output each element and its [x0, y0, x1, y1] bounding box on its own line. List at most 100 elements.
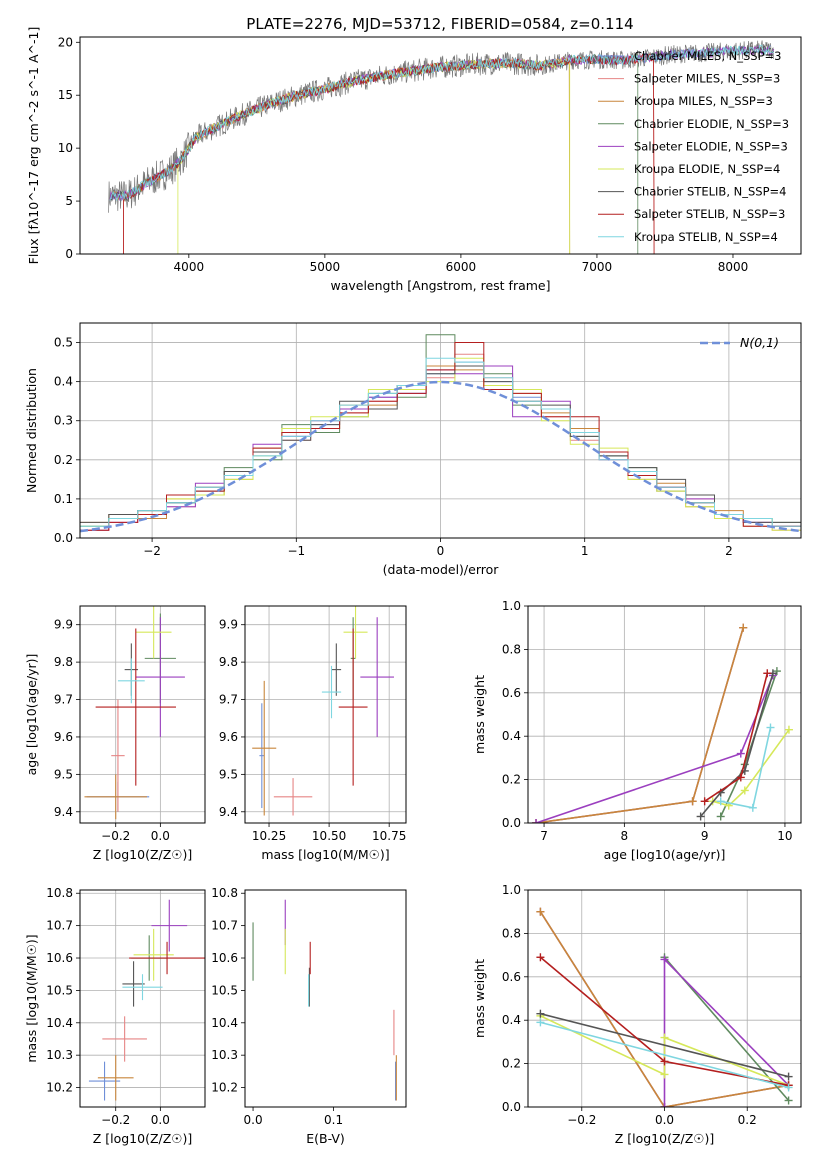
x-axis-label: Z [log10(Z/Z☉)]	[93, 1131, 193, 1146]
y-axis-label: mass weight	[472, 675, 487, 754]
axes-frame	[79, 36, 802, 255]
weight-marker	[536, 1018, 545, 1027]
y-tick-label: 9.4	[54, 805, 73, 819]
x-axis-label: E(B-V)	[306, 1131, 345, 1146]
data-point-errorbar	[84, 774, 147, 820]
x-tick-label: 7	[540, 829, 548, 843]
plot-area-weight-vs-z	[536, 907, 793, 1107]
data-point-errorbar	[129, 941, 205, 975]
weight-marker	[784, 1083, 793, 1092]
x-tick-label: 10	[777, 829, 792, 843]
x-tick-label: 0.2	[738, 1113, 757, 1127]
x-tick-label: 0	[437, 544, 445, 558]
spectrum-legend: Chabrier MILES, N_SSP=3 Salpeter MILES, N…	[598, 49, 789, 244]
x-axis-label: Z [log10(Z/Z☉)]	[615, 1131, 715, 1146]
data-point-errorbar	[88, 1061, 121, 1101]
panel-spectrum: 4000 5000 6000 7000 8000 0 5 10 15 20 wavelength […	[26, 27, 802, 293]
y-tick-label: 0.2	[502, 1057, 521, 1071]
data-point-errorbar	[117, 658, 145, 704]
y-tick-label: 0.8	[502, 926, 521, 940]
panel-mass-vs-z: −0.2 0.0 10.2 10.3 10.4 10.5 10.6 10.7 10.8 Z [lo…	[24, 886, 206, 1146]
x-tick-label: 4000	[174, 260, 205, 274]
weight-marker	[700, 797, 709, 806]
y-tick-label: 0	[65, 247, 73, 261]
y-tick-label: 9.8	[219, 655, 238, 669]
x-tick-label: 8000	[718, 260, 749, 274]
y-tick-label: 10.7	[46, 919, 73, 933]
y-tick-label: 0.6	[502, 970, 521, 984]
x-tick-label: 8	[621, 829, 629, 843]
legend-label: Salpeter MILES, N_SSP=3	[634, 72, 780, 86]
model-spectrum-line	[109, 44, 775, 201]
gaussian-curve	[80, 380, 801, 533]
x-tick-label: 0.0	[244, 1113, 263, 1127]
legend-label: Chabrier MILES, N_SSP=3	[634, 49, 781, 63]
weight-marker	[716, 812, 725, 821]
y-tick-label: 10.8	[46, 886, 73, 900]
y-axis-label: mass [log10(M/M☉)]	[24, 934, 39, 1062]
x-tick-label: 0.1	[324, 1113, 343, 1127]
legend-label: Kroupa ELODIE, N_SSP=4	[634, 162, 780, 176]
y-tick-label: 0.4	[502, 729, 521, 743]
data-point-errorbar	[151, 899, 188, 952]
x-tick-label: −0.2	[567, 1113, 596, 1127]
weight-marker	[660, 1057, 669, 1066]
y-tick-label: 0.5	[54, 336, 73, 350]
data-point-errorbar	[252, 680, 277, 816]
x-axis-label: wavelength [Angstrom, rest frame]	[330, 278, 550, 293]
y-tick-label: 10.3	[46, 1048, 73, 1062]
y-tick-label: 20	[58, 35, 73, 49]
y-tick-label: 10.8	[211, 886, 238, 900]
data-point-errorbar	[102, 1016, 147, 1062]
axes-frame	[527, 605, 802, 824]
y-tick-label: 0.0	[502, 1100, 521, 1114]
legend-label: Salpeter ELODIE, N_SSP=3	[634, 139, 788, 153]
y-tick-label: 0.0	[54, 531, 73, 545]
y-tick-label: 10.4	[211, 1016, 238, 1030]
residuals-legend: N(0,1)	[700, 335, 779, 350]
weight-marker	[772, 667, 781, 676]
legend-label: Kroupa MILES, N_SSP=3	[634, 94, 773, 108]
y-tick-label: 9.7	[54, 693, 73, 707]
axes-frame	[79, 889, 206, 1108]
data-point-errorbar	[133, 928, 174, 981]
y-tick-label: 9.4	[219, 805, 238, 819]
y-tick-label: 5	[65, 194, 73, 208]
panel-mass-vs-ebv: 0.0 0.1 10.2 10.3 10.4 10.5 10.6 10.7 10.8 E(B-V)	[211, 886, 407, 1146]
panel-age-vs-mass: 10.25 10.50 10.75 9.4 9.5 9.6 9.7 9.8 9.9 mass [l…	[219, 605, 407, 862]
x-tick-label: −2	[143, 544, 161, 558]
legend-label: Salpeter STELIB, N_SSP=3	[634, 207, 785, 221]
y-tick-label: 10.6	[46, 951, 73, 965]
y-tick-label: 9.8	[54, 655, 73, 669]
y-tick-label: 10	[58, 141, 73, 155]
x-tick-label: −0.2	[101, 829, 130, 843]
y-tick-label: 9.5	[54, 767, 73, 781]
y-tick-label: 0.0	[502, 816, 521, 830]
legend-label: Chabrier STELIB, N_SSP=4	[634, 185, 786, 199]
data-point-errorbar	[321, 665, 342, 719]
weight-line	[539, 911, 789, 1107]
data-point-errorbar	[259, 703, 265, 809]
y-tick-label: 0.8	[502, 642, 521, 656]
y-axis-label: mass weight	[472, 959, 487, 1038]
axes-frame	[79, 605, 206, 824]
y-tick-label: 10.5	[46, 983, 73, 997]
y-axis-label: age [log10(age/yr)]	[24, 654, 39, 776]
weight-marker	[740, 786, 749, 795]
weight-line	[540, 1012, 789, 1078]
y-tick-label: 15	[58, 88, 73, 102]
axes-frame	[244, 605, 407, 824]
plot-area-weight-vs-age	[532, 623, 793, 823]
axes-frame	[527, 889, 802, 1108]
panel-weight-vs-age: 7 8 9 10 0.0 0.2 0.4 0.6 0.8 1.0 age [log10(age/yr…	[472, 599, 802, 862]
weight-line	[699, 673, 774, 818]
plot-area-mass-vs-z	[88, 899, 205, 1101]
model-spectrum-line	[177, 57, 571, 254]
x-tick-label: 0.0	[151, 1113, 170, 1127]
y-tick-label: 0.3	[54, 414, 73, 428]
x-tick-label: 10.75	[372, 829, 406, 843]
weight-marker	[784, 725, 793, 734]
y-tick-label: 0.6	[502, 686, 521, 700]
panel-weight-vs-z: −0.2 0.0 0.2 0.0 0.2 0.4 0.6 0.8 1.0 Z [log10(Z/Z…	[472, 883, 802, 1146]
